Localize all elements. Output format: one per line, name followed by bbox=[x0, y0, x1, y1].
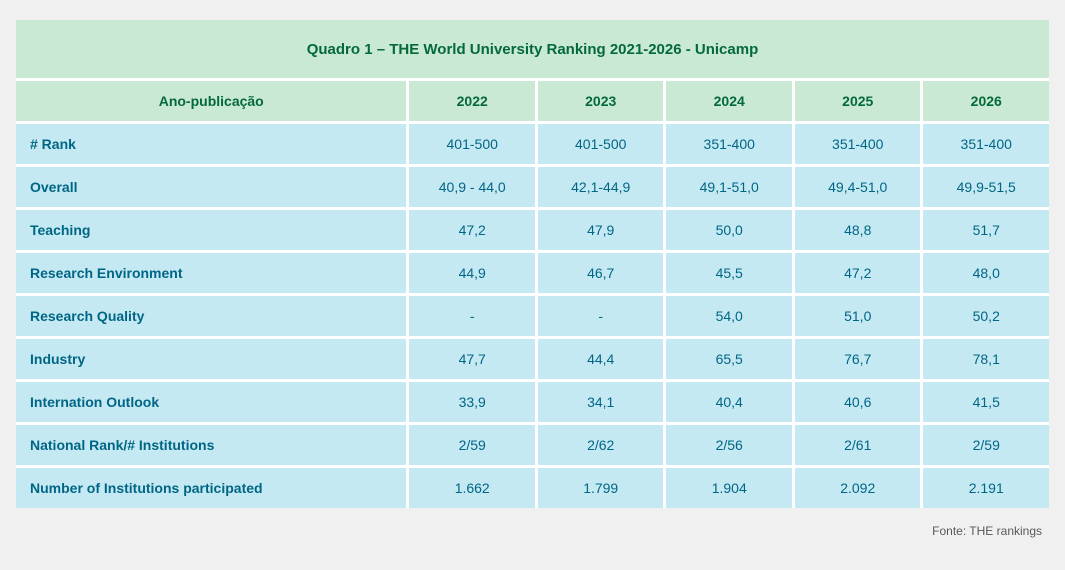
row-label: Research Quality bbox=[16, 296, 407, 336]
cell-value: 50,2 bbox=[923, 296, 1049, 336]
cell-value: 40,6 bbox=[794, 382, 921, 422]
row-label: Overall bbox=[16, 167, 407, 207]
cell-value: 76,7 bbox=[794, 339, 921, 379]
cell-value: 47,9 bbox=[537, 210, 664, 250]
row-label: Industry bbox=[16, 339, 407, 379]
cell-value: 401-500 bbox=[409, 124, 535, 164]
cell-value: 46,7 bbox=[537, 253, 664, 293]
cell-value: 44,4 bbox=[537, 339, 664, 379]
cell-value: 2/62 bbox=[537, 425, 664, 465]
cell-value: 1.662 bbox=[409, 468, 535, 508]
column-header-year: 2024 bbox=[666, 81, 792, 121]
cell-value: 351-400 bbox=[794, 124, 921, 164]
cell-value: 2.092 bbox=[794, 468, 921, 508]
cell-value: 33,9 bbox=[409, 382, 535, 422]
cell-value: 65,5 bbox=[666, 339, 792, 379]
cell-value: 48,8 bbox=[794, 210, 921, 250]
cell-value: 51,7 bbox=[923, 210, 1049, 250]
cell-value: 34,1 bbox=[537, 382, 664, 422]
cell-value: 401-500 bbox=[537, 124, 664, 164]
cell-value: 50,0 bbox=[666, 210, 792, 250]
cell-value: 42,1-44,9 bbox=[537, 167, 664, 207]
row-label: # Rank bbox=[16, 124, 407, 164]
cell-value: 351-400 bbox=[923, 124, 1049, 164]
cell-value: 2.191 bbox=[923, 468, 1049, 508]
column-header-year: 2023 bbox=[537, 81, 664, 121]
cell-value: 78,1 bbox=[923, 339, 1049, 379]
cell-value: - bbox=[409, 296, 535, 336]
column-header-year: 2022 bbox=[409, 81, 535, 121]
cell-value: 47,2 bbox=[409, 210, 535, 250]
cell-value: 1.904 bbox=[666, 468, 792, 508]
cell-value: 2/59 bbox=[409, 425, 535, 465]
row-label: Number of Institutions participated bbox=[16, 468, 407, 508]
cell-value: 40,9 - 44,0 bbox=[409, 167, 535, 207]
cell-value: 1.799 bbox=[537, 468, 664, 508]
cell-value: 49,1-51,0 bbox=[666, 167, 792, 207]
cell-value: 2/56 bbox=[666, 425, 792, 465]
row-label: Teaching bbox=[16, 210, 407, 250]
cell-value: 49,9-51,5 bbox=[923, 167, 1049, 207]
cell-value: 40,4 bbox=[666, 382, 792, 422]
ranking-table: Quadro 1 – THE World University Ranking … bbox=[16, 20, 1049, 508]
cell-value: 45,5 bbox=[666, 253, 792, 293]
cell-value: 54,0 bbox=[666, 296, 792, 336]
column-header-year: 2025 bbox=[794, 81, 921, 121]
cell-value: 44,9 bbox=[409, 253, 535, 293]
cell-value: 2/59 bbox=[923, 425, 1049, 465]
row-label: National Rank/# Institutions bbox=[16, 425, 407, 465]
cell-value: 41,5 bbox=[923, 382, 1049, 422]
cell-value: 2/61 bbox=[794, 425, 921, 465]
cell-value: 47,2 bbox=[794, 253, 921, 293]
cell-value: 47,7 bbox=[409, 339, 535, 379]
cell-value: 51,0 bbox=[794, 296, 921, 336]
column-header-year: 2026 bbox=[923, 81, 1049, 121]
cell-value: 351-400 bbox=[666, 124, 792, 164]
cell-value: 49,4-51,0 bbox=[794, 167, 921, 207]
cell-value: 48,0 bbox=[923, 253, 1049, 293]
source-row: Fonte: THE rankings bbox=[16, 522, 1049, 540]
table-title: Quadro 1 – THE World University Ranking … bbox=[16, 20, 1049, 78]
column-header-label: Ano-publicação bbox=[16, 81, 407, 121]
row-label: Internation Outlook bbox=[16, 382, 407, 422]
source-caption: Fonte: THE rankings bbox=[932, 524, 1042, 538]
cell-value: - bbox=[537, 296, 664, 336]
row-label: Research Environment bbox=[16, 253, 407, 293]
